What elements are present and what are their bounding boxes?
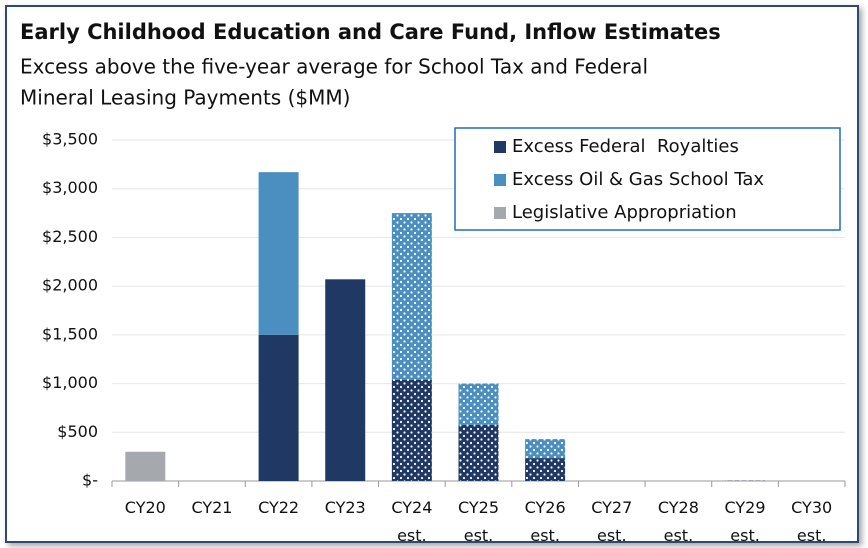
bar [525, 458, 566, 481]
x-tick-label: CY22 [258, 498, 299, 517]
x-tick-label: CY25 est. [458, 498, 499, 545]
y-tick-label: $3,000 [42, 178, 98, 197]
bar [725, 480, 766, 481]
legend-box [454, 127, 841, 231]
y-tick-label: $3,500 [42, 130, 98, 149]
legend-swatch [494, 174, 506, 186]
y-tick-label: $2,500 [42, 227, 98, 246]
bar [458, 424, 499, 481]
y-tick-label: $1,000 [42, 373, 98, 392]
bar [391, 379, 432, 481]
bar [391, 213, 432, 380]
y-tick-label: $500 [57, 422, 98, 441]
bar [458, 383, 499, 425]
x-tick-label: CY23 [325, 498, 366, 517]
bar [325, 279, 366, 481]
subtitle: Mineral Leasing Payments ($MM) [20, 86, 350, 110]
legend-label: Legislative Appropriation [512, 202, 737, 223]
legend-label: Excess Federal Royalties [512, 136, 739, 157]
y-tick-label: $2,000 [42, 276, 98, 295]
legend-swatch [494, 141, 506, 153]
subtitle: Excess above the five-year average for S… [20, 55, 648, 79]
bar [258, 334, 299, 481]
y-tick-label: $1,500 [42, 324, 98, 343]
bar [125, 451, 166, 481]
x-tick-label: CY20 [125, 498, 166, 517]
x-tick-label: CY26 est. [525, 498, 566, 545]
x-tick-label: CY29 est. [725, 498, 766, 545]
legend-swatch [494, 207, 506, 219]
chart-title: Early Childhood Education and Care Fund,… [20, 20, 721, 44]
legend-label: Excess Oil & Gas School Tax [512, 169, 764, 190]
x-tick-label: CY21 [191, 498, 232, 517]
x-tick-label: CY30 est. [791, 498, 832, 545]
x-tick-label: CY24 est. [391, 498, 432, 545]
x-tick-label: CY27 est. [591, 498, 632, 545]
x-tick-label: CY28 est. [658, 498, 699, 545]
bar [258, 172, 299, 335]
y-tick-label: $- [82, 471, 98, 490]
bar [525, 439, 566, 459]
